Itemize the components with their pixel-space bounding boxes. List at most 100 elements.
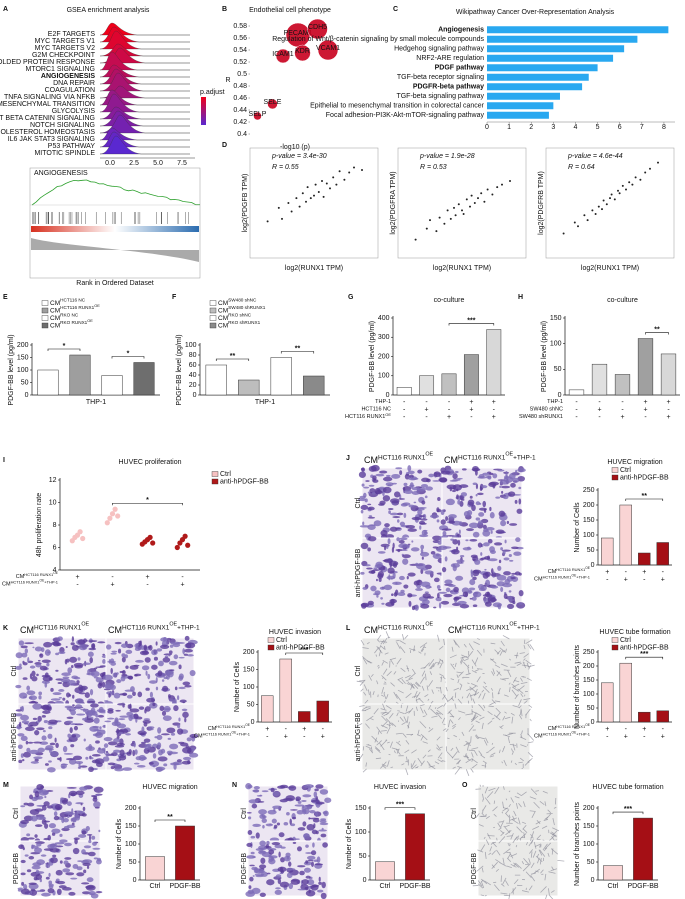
cell-stain bbox=[182, 701, 186, 704]
tube-stain bbox=[386, 671, 392, 677]
bar bbox=[133, 362, 155, 396]
tube-stain bbox=[489, 846, 493, 852]
x-tick-label: 5.0 bbox=[153, 160, 163, 167]
bar bbox=[591, 363, 608, 396]
cell-stain bbox=[407, 470, 415, 475]
label-part: CM bbox=[444, 455, 458, 465]
cell-stain bbox=[46, 662, 50, 667]
tube-stain bbox=[390, 682, 395, 687]
tube-stain bbox=[468, 643, 474, 651]
tube-stain bbox=[434, 707, 437, 710]
y-axis-label: 48h proliferation rate bbox=[36, 493, 43, 557]
cell-stain bbox=[441, 566, 447, 573]
x-tick-label: 4 bbox=[574, 124, 578, 131]
cell-stain bbox=[438, 591, 448, 594]
cell-stain bbox=[82, 662, 91, 665]
point bbox=[290, 210, 293, 213]
cell-stain bbox=[295, 796, 301, 802]
tube-stain bbox=[530, 833, 534, 839]
cell-stain bbox=[43, 801, 50, 807]
condition-label: CMHCT116 RUNX1OE bbox=[208, 723, 251, 732]
term-label: E2F TARGETS bbox=[48, 31, 96, 38]
cell-stain bbox=[497, 469, 505, 472]
cell-stain bbox=[367, 600, 374, 606]
condition-mark: + bbox=[642, 726, 646, 733]
cell-stain bbox=[318, 876, 321, 882]
cell-stain bbox=[285, 795, 296, 802]
cell-stain bbox=[290, 878, 300, 885]
point bbox=[457, 203, 460, 206]
label-part: CM bbox=[194, 734, 203, 740]
tube-stain bbox=[385, 739, 387, 741]
cell-stain bbox=[51, 641, 60, 646]
cell-stain bbox=[377, 571, 385, 578]
cell-stain bbox=[20, 820, 29, 825]
chart-title: HUVEC tube formation bbox=[592, 784, 663, 791]
cell-stain bbox=[488, 472, 494, 476]
tube-stain bbox=[519, 757, 524, 762]
cell-stain bbox=[152, 764, 156, 768]
cell-stain bbox=[411, 487, 421, 491]
cell-stain bbox=[92, 847, 101, 850]
tube-stain bbox=[451, 751, 458, 759]
cell-stain bbox=[77, 810, 86, 815]
cell-stain bbox=[513, 551, 522, 556]
label-part: SW480 shNC bbox=[530, 407, 563, 413]
tube-stain bbox=[477, 849, 484, 853]
tube-stain bbox=[405, 677, 413, 682]
cell-stain bbox=[424, 591, 429, 594]
x-tick-label: 1 bbox=[507, 124, 511, 131]
label-part: OE bbox=[425, 452, 433, 458]
y-tick-label: 150 bbox=[125, 823, 137, 830]
tube-stain bbox=[405, 760, 408, 763]
condition-mark: - bbox=[625, 726, 628, 733]
cell-stain bbox=[76, 713, 86, 716]
tube-stain bbox=[550, 848, 559, 855]
cell-stain bbox=[452, 539, 459, 545]
cell-stain bbox=[126, 643, 134, 649]
tube-stain bbox=[461, 677, 464, 679]
label-part: HCT116 RUNX1 bbox=[11, 579, 40, 584]
point bbox=[343, 178, 346, 181]
cell-stain bbox=[518, 589, 524, 597]
cell-stain bbox=[96, 762, 103, 768]
cell-stain bbox=[31, 676, 38, 682]
cell-stain bbox=[398, 498, 405, 500]
tube-stain bbox=[512, 836, 518, 844]
p-value: p-value = 1.9e-28 bbox=[419, 153, 475, 160]
condition-mark: + bbox=[643, 399, 647, 406]
cell-stain bbox=[503, 557, 510, 561]
tube-stain bbox=[517, 688, 524, 694]
cell-stain bbox=[48, 726, 53, 730]
cell-stain bbox=[21, 652, 28, 658]
cell-stain bbox=[265, 823, 274, 827]
legend-swatch bbox=[41, 307, 49, 314]
point bbox=[621, 184, 624, 187]
legend-swatch bbox=[611, 474, 619, 481]
y-tick-label: 100 bbox=[17, 367, 29, 374]
cell-stain bbox=[89, 656, 93, 664]
cell-stain bbox=[148, 644, 153, 651]
cell-stain bbox=[56, 880, 66, 885]
cell-stain bbox=[308, 817, 311, 820]
tube-stain bbox=[451, 646, 454, 652]
label-part: CM bbox=[218, 315, 228, 322]
cell-stain bbox=[58, 696, 63, 699]
tube-stain bbox=[493, 881, 497, 884]
condition-mark: - bbox=[598, 414, 601, 421]
cell-stain bbox=[489, 506, 492, 512]
cell-stain bbox=[321, 881, 326, 889]
y-tick-label: 0 bbox=[558, 392, 562, 399]
tube-stain bbox=[519, 652, 525, 654]
tube-stain bbox=[480, 894, 485, 897]
tube-stain bbox=[459, 683, 462, 686]
cell-stain bbox=[42, 730, 46, 733]
cell-stain bbox=[42, 710, 51, 714]
cell-stain bbox=[382, 559, 389, 562]
cell-stain bbox=[50, 751, 59, 757]
cell-stain bbox=[128, 749, 132, 755]
cell-stain bbox=[149, 680, 158, 684]
cell-stain bbox=[319, 789, 329, 795]
tube-stain bbox=[500, 830, 505, 834]
cell-stain bbox=[398, 539, 405, 544]
